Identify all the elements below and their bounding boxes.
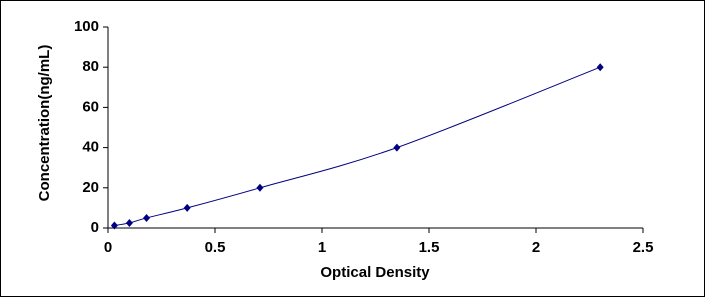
y-tick-label: 20 bbox=[82, 179, 99, 196]
point bbox=[393, 143, 401, 152]
point bbox=[256, 183, 264, 192]
y-axis-label: Concentration(ng/mL) bbox=[36, 45, 53, 202]
x-tick-label: 0.5 bbox=[205, 239, 226, 256]
x-tick-label: 1.5 bbox=[419, 239, 440, 256]
y-tick-label: 0 bbox=[91, 219, 99, 236]
y-tick-label: 80 bbox=[82, 58, 99, 75]
point bbox=[125, 218, 133, 227]
y-tick-label: 40 bbox=[82, 139, 99, 156]
y-tick-label: 60 bbox=[82, 98, 99, 115]
x-tick-label: 1 bbox=[318, 239, 326, 256]
y-tick-label: 100 bbox=[74, 18, 99, 35]
x-tick-label: 2.5 bbox=[633, 239, 654, 256]
x-axis-label: Optical Density bbox=[320, 264, 430, 281]
point bbox=[143, 213, 151, 222]
point bbox=[110, 221, 118, 230]
point bbox=[596, 63, 604, 72]
x-tick-label: 2 bbox=[532, 239, 540, 256]
point bbox=[183, 203, 191, 212]
x-tick-label: 0 bbox=[104, 239, 112, 256]
